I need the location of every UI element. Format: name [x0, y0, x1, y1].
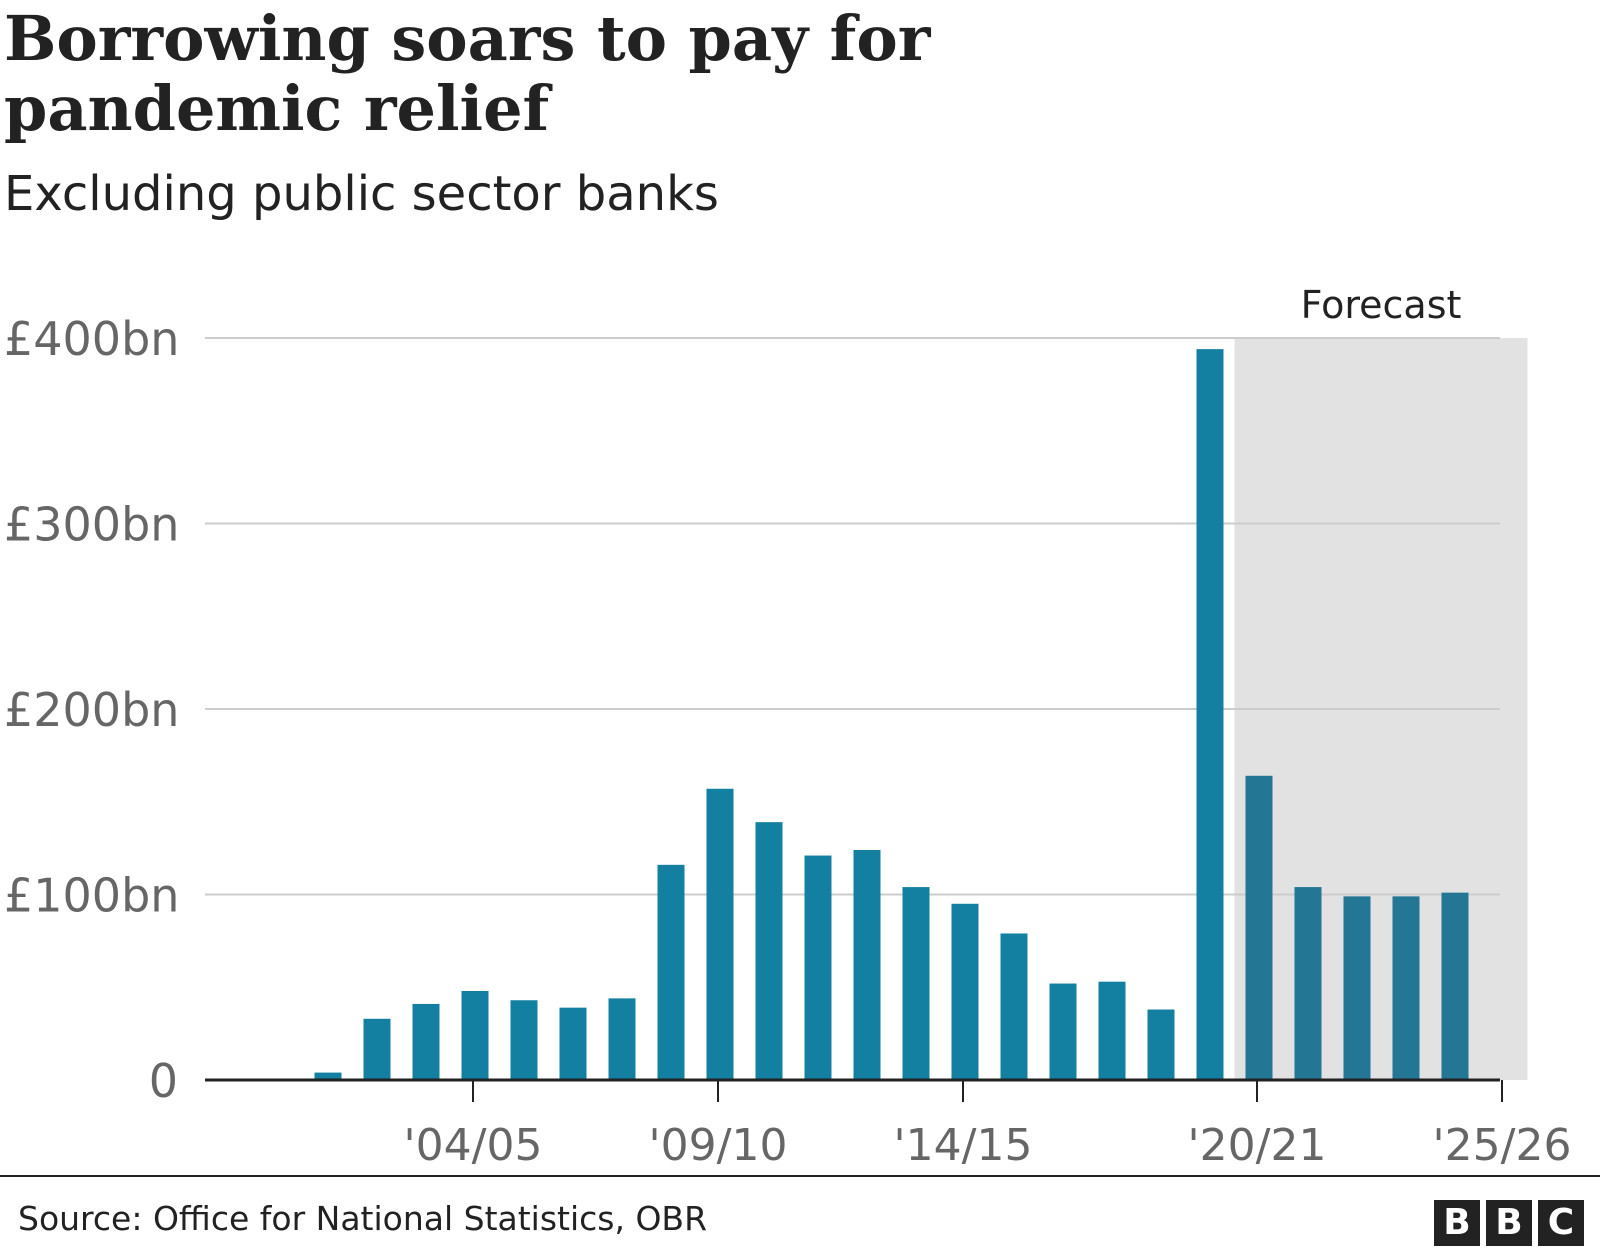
y-tick-label: £100bn [4, 869, 179, 923]
logo-letter: B [1486, 1200, 1532, 1246]
bar [1147, 1009, 1175, 1080]
bar [657, 864, 685, 1080]
source-note: Source: Office for National Statistics, … [18, 1199, 708, 1238]
y-tick-label: 0 [149, 1054, 178, 1108]
bar [951, 903, 979, 1080]
x-tick-label: '14/15 [894, 1120, 1033, 1171]
bar-chart: Forecast 0 £100bn £200bn £300bn £400bn '04/05 '… [0, 283, 1600, 1177]
bar [559, 1007, 587, 1080]
bbc-logo: B B C [1434, 1200, 1584, 1246]
bar [608, 998, 636, 1080]
y-tick-label: £300bn [4, 498, 179, 552]
bar [853, 849, 881, 1080]
logo-letter: B [1434, 1200, 1480, 1246]
bar [1392, 896, 1420, 1080]
x-tick-label: '09/10 [649, 1120, 788, 1171]
bar [1294, 887, 1322, 1080]
bar [314, 1072, 342, 1080]
bar [706, 788, 734, 1080]
x-tick-label: '25/26 [1433, 1120, 1572, 1171]
bar [804, 855, 832, 1080]
bar [510, 1000, 538, 1080]
bar [412, 1003, 440, 1080]
y-tick-label: £400bn [4, 312, 179, 366]
bar [1245, 775, 1273, 1080]
bar [1000, 933, 1028, 1080]
bar [1196, 349, 1224, 1080]
bar [363, 1018, 391, 1080]
bar [461, 990, 489, 1080]
x-tick-label: '04/05 [404, 1120, 543, 1171]
chart-title: Borrowing soars to pay for pandemic reli… [4, 2, 931, 145]
chart-subtitle: Excluding public sector banks [4, 166, 719, 222]
x-tick-label: '20/21 [1188, 1120, 1327, 1171]
forecast-label: Forecast [1301, 283, 1462, 327]
logo-letter: C [1538, 1200, 1584, 1246]
bar [1343, 896, 1371, 1080]
bar [755, 822, 783, 1080]
bar [1049, 983, 1077, 1080]
bar [1098, 981, 1126, 1080]
bar [902, 887, 930, 1080]
y-tick-label: £200bn [4, 683, 179, 737]
bar [1441, 892, 1469, 1080]
